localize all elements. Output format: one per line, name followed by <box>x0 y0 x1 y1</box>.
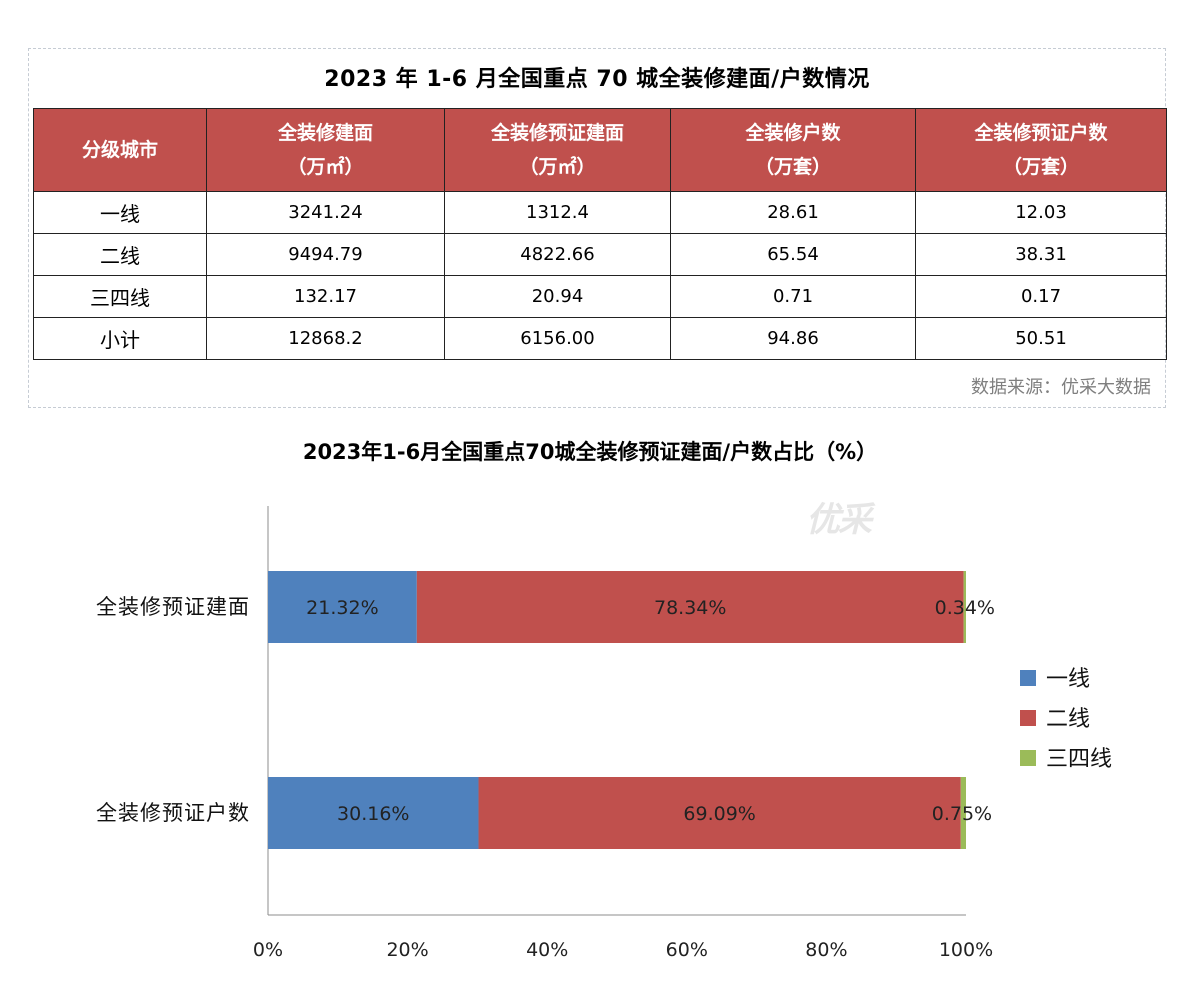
table-cell: 12.03 <box>915 191 1167 234</box>
table-cell: 3241.24 <box>206 191 445 234</box>
table-cell: 小计 <box>33 317 207 360</box>
table-cell: 12868.2 <box>206 317 445 360</box>
table-cell: 9494.79 <box>206 233 445 276</box>
table-cell: 一线 <box>33 191 207 234</box>
table-panel: 2023 年 1-6 月全国重点 70 城全装修建面/户数情况 分级城市 全装修… <box>28 48 1167 408</box>
table-cell: 20.94 <box>444 275 671 318</box>
category-label: 全装修预证户数 <box>96 801 250 825</box>
table-header-row: 分级城市 全装修建面 （万㎡） 全装修预证建面 （万㎡） 全装修户数 （万套） 全装修… <box>33 108 1167 192</box>
table-row: 一线 3241.24 1312.4 28.61 12.03 <box>33 191 1167 234</box>
bar-segment <box>478 777 961 849</box>
bar-segment <box>963 571 966 643</box>
table-cell: 0.71 <box>670 275 916 318</box>
x-tick-label: 60% <box>666 939 708 961</box>
table-cell: 三四线 <box>33 275 207 318</box>
chart-title: 2023年1-6月全国重点70城全装修预证建面/户数占比（%） <box>302 440 878 464</box>
x-tick-label: 0% <box>253 939 283 961</box>
bar-segment <box>268 777 479 849</box>
table-cell: 94.86 <box>670 317 916 360</box>
table-cell: 38.31 <box>915 233 1167 276</box>
table-cell: 6156.00 <box>444 317 671 360</box>
table-cell: 二线 <box>33 233 207 276</box>
legend-label: 二线 <box>1046 707 1090 732</box>
table-cell: 65.54 <box>670 233 916 276</box>
table-title: 2023 年 1-6 月全国重点 70 城全装修建面/户数情况 <box>324 67 870 92</box>
table-cell: 50.51 <box>915 317 1167 360</box>
data-label: 0.34% <box>935 597 995 619</box>
bar-segment <box>960 777 966 849</box>
data-label: 30.16% <box>337 803 409 825</box>
x-tick-label: 100% <box>939 939 993 961</box>
watermark-logo: 优采 <box>806 500 872 540</box>
data-label: 0.75% <box>932 803 992 825</box>
x-tick-label: 40% <box>526 939 568 961</box>
table-cell: 4822.66 <box>444 233 671 276</box>
stats-table: 分级城市 全装修建面 （万㎡） 全装修预证建面 （万㎡） 全装修户数 （万套） 全装修… <box>33 108 1167 360</box>
x-tick-label: 20% <box>386 939 428 961</box>
header-city-level: 分级城市 <box>33 108 207 192</box>
legend-swatch <box>1020 710 1036 726</box>
table-cell: 132.17 <box>206 275 445 318</box>
x-tick-label: 80% <box>805 939 847 961</box>
category-label: 全装修预证建面 <box>96 595 250 619</box>
header-units: 全装修户数 （万套） <box>670 108 916 192</box>
data-label: 69.09% <box>683 803 755 825</box>
legend-swatch <box>1020 670 1036 686</box>
legend-swatch <box>1020 750 1036 766</box>
table-row: 三四线 132.17 20.94 0.71 0.17 <box>33 275 1167 318</box>
bar-segment <box>416 571 964 643</box>
table-row: 二线 9494.79 4822.66 65.54 38.31 <box>33 233 1167 276</box>
table-row: 小计 12868.2 6156.00 94.86 50.51 <box>33 317 1167 360</box>
bar-segment <box>268 571 417 643</box>
data-label: 78.34% <box>654 597 726 619</box>
table-cell: 28.61 <box>670 191 916 234</box>
table-cell: 1312.4 <box>444 191 671 234</box>
legend-label: 一线 <box>1046 667 1090 692</box>
header-area: 全装修建面 （万㎡） <box>206 108 445 192</box>
data-label: 21.32% <box>306 597 378 619</box>
header-presale-units: 全装修预证户数 （万套） <box>915 108 1167 192</box>
legend-label: 三四线 <box>1046 747 1112 772</box>
table-cell: 0.17 <box>915 275 1167 318</box>
header-presale-area: 全装修预证建面 （万㎡） <box>444 108 671 192</box>
data-source-note: 数据来源：优采大数据 <box>971 377 1151 398</box>
